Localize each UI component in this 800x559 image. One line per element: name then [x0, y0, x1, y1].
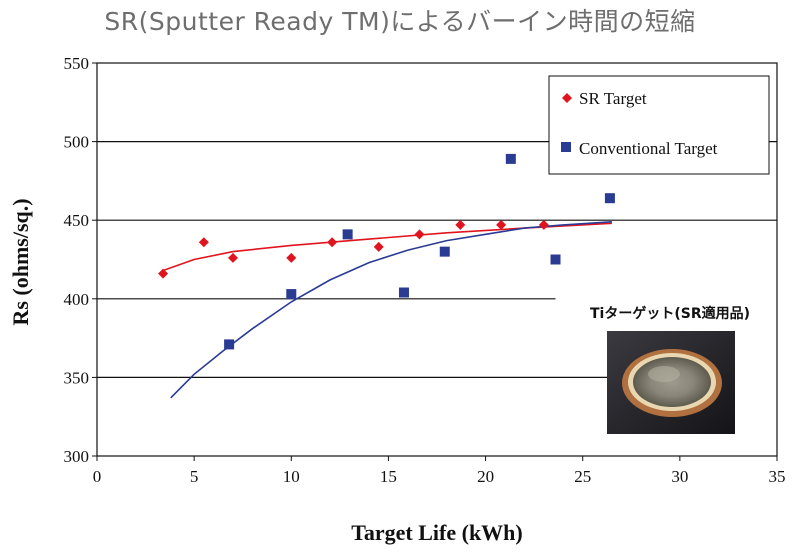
point-conventional-target-1	[286, 289, 297, 300]
point-conventional-target-7	[604, 193, 615, 204]
chart-title: SR(Sputter Ready TM)によるバーイン時間の短縮	[104, 7, 696, 36]
point-sr-target-1	[198, 237, 209, 248]
y-tick-label-350: 350	[64, 368, 90, 387]
point-sr-target-3	[286, 252, 297, 263]
legend-label-conventional-target: Conventional Target	[579, 139, 718, 158]
y-axis-title: Rs (ohms/sq.)	[8, 198, 33, 325]
legend: SR Target Conventional Target	[548, 75, 770, 175]
x-tick-label-15: 15	[380, 467, 397, 486]
x-tick-label-0: 0	[93, 467, 102, 486]
point-sr-target-9	[538, 219, 549, 230]
y-tick-label-550: 550	[64, 54, 90, 73]
point-conventional-target-0	[224, 339, 235, 350]
x-tick-label-10: 10	[283, 467, 300, 486]
legend-marker-conventional-target	[561, 142, 571, 152]
point-conventional-target-3	[398, 287, 409, 298]
y-tick-label-300: 300	[64, 447, 90, 466]
data-points	[158, 153, 615, 350]
trend-line-conventional-target	[170, 221, 612, 399]
photo-caption-bg	[568, 297, 773, 328]
point-conventional-target-4	[439, 246, 450, 257]
y-axis-ticks: 300 350 400 450 500 550	[64, 54, 97, 466]
point-sr-target-5	[373, 241, 384, 252]
point-sr-target-6	[414, 229, 425, 240]
x-tick-label-25: 25	[574, 467, 591, 486]
target-disk	[633, 357, 711, 407]
x-tick-label-35: 35	[769, 467, 786, 486]
point-conventional-target-5	[505, 153, 516, 164]
legend-label-sr-target: SR Target	[579, 89, 647, 108]
y-tick-label-500: 500	[64, 133, 90, 152]
point-sr-target-0	[158, 268, 169, 279]
x-axis-title: Target Life (kWh)	[351, 520, 523, 545]
point-sr-target-7	[455, 219, 466, 230]
target-highlight	[648, 366, 680, 382]
point-sr-target-4	[327, 237, 338, 248]
y-tick-label-450: 450	[64, 211, 90, 230]
photo-caption: Tiターゲット(SR適用品)	[590, 305, 750, 322]
point-conventional-target-2	[342, 229, 353, 240]
x-tick-label-30: 30	[671, 467, 688, 486]
legend-box	[548, 75, 770, 175]
inset-photo: Tiターゲット(SR適用品)	[568, 297, 773, 434]
x-axis-ticks: 0 5 10 15 20 25 30 35	[93, 456, 786, 486]
point-sr-target-8	[496, 219, 507, 230]
y-tick-label-400: 400	[64, 290, 90, 309]
x-tick-label-20: 20	[477, 467, 494, 486]
x-tick-label-5: 5	[190, 467, 199, 486]
point-sr-target-2	[228, 252, 238, 263]
legend-marker-sr-target	[562, 93, 572, 103]
point-conventional-target-6	[550, 254, 561, 265]
